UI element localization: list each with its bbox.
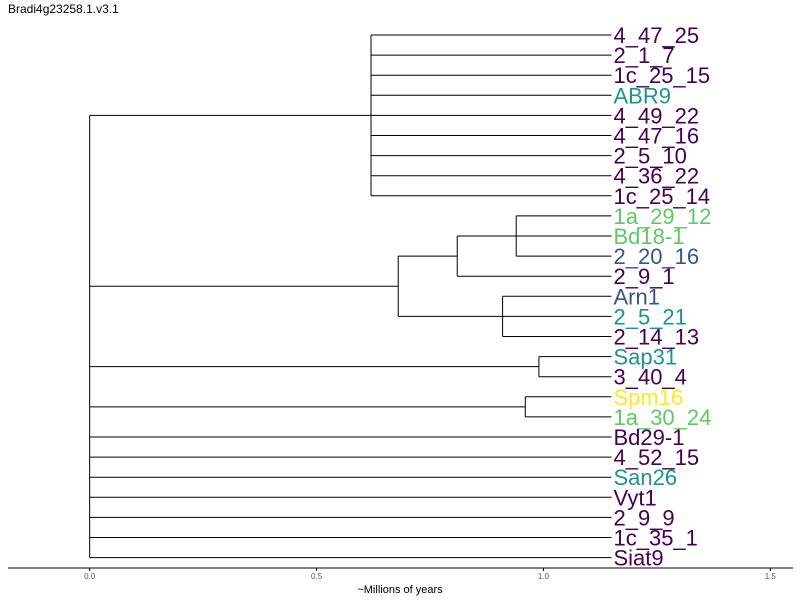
leaf-label: 4_36_22 (613, 164, 699, 189)
leaf-labels: 4_47_252_1_71c_25_15ABR94_49_224_47_162_… (613, 23, 711, 571)
leaf-label: San26 (613, 465, 677, 490)
leaf-label: Siat9 (613, 546, 663, 571)
x-axis-label: ~Millions of years (357, 584, 443, 596)
leaf-label: ABR9 (613, 83, 670, 108)
leaf-label: 4_47_16 (613, 124, 699, 149)
leaf-label: 4_49_22 (613, 103, 699, 128)
leaf-label: 2_1_7 (613, 43, 674, 68)
x-tick-label: 0.0 (84, 572, 96, 581)
chart-title: Bradi4g23258.1.v3.1 (8, 2, 119, 16)
leaf-label: 2_9_9 (613, 505, 674, 530)
leaf-label: 2_14_13 (613, 325, 699, 350)
leaf-label: 1a_30_24 (613, 405, 711, 430)
x-tick-label: 1.5 (765, 572, 777, 581)
leaf-label: 2_5_21 (613, 304, 686, 329)
leaf-label: Sap31 (613, 345, 677, 370)
leaf-label: Vyt1 (613, 485, 656, 510)
leaf-label: Bd29-1 (613, 425, 684, 450)
leaf-label: Spm16 (613, 385, 683, 410)
leaf-label: 1a_29_12 (613, 204, 711, 229)
leaf-label: 1c_25_14 (613, 184, 710, 209)
leaf-label: 2_5_10 (613, 144, 686, 169)
leaf-label: 4_47_25 (613, 23, 699, 48)
leaf-label: 3_40_4 (613, 365, 686, 390)
leaf-label: 1c_35_1 (613, 526, 697, 551)
leaf-label: 4_52_15 (613, 445, 699, 470)
leaf-label: Bd18-1 (613, 224, 684, 249)
x-axis: 0.0 0.5 1.0 1.5 (8, 567, 793, 581)
leaf-label: 2_20_16 (613, 244, 699, 269)
leaf-label: 2_9_1 (613, 264, 674, 289)
x-tick-label: 1.0 (538, 572, 550, 581)
leaf-label: 1c_25_15 (613, 63, 710, 88)
tree-branches (89, 34, 612, 559)
leaf-label: Arn1 (613, 284, 659, 309)
x-tick-label: 0.5 (311, 572, 323, 581)
